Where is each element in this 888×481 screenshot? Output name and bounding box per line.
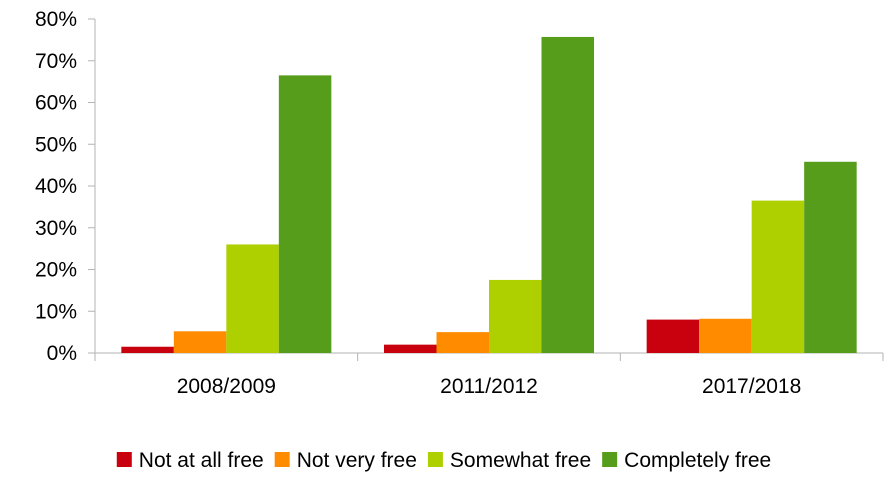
legend-label: Completely free: [624, 449, 771, 472]
y-tick-label: 60%: [35, 92, 77, 115]
bar: [173, 331, 227, 353]
bar: [436, 332, 489, 353]
legend-label: Not at all free: [139, 449, 264, 472]
bar: [121, 346, 174, 353]
legend-item: Completely free: [602, 449, 771, 472]
y-tick-label: 20%: [35, 259, 77, 282]
y-tick-label: 0%: [47, 342, 77, 365]
y-tick-label: 70%: [35, 50, 77, 73]
legend-item: Not at all free: [116, 449, 264, 472]
y-tick-label: 50%: [35, 133, 77, 156]
bar: [699, 318, 752, 353]
bar: [384, 344, 437, 353]
bar: [541, 36, 594, 353]
y-axis: 0% 10% 20% 30% 40% 50% 60% 70% 80%: [35, 8, 96, 365]
legend-item: Not very free: [274, 449, 417, 472]
y-tick-label: 40%: [35, 175, 77, 198]
legend-swatch: [116, 452, 132, 467]
legend-swatch: [602, 452, 618, 467]
y-tick-label: 30%: [35, 217, 77, 240]
legend: Not at all free Not very free Somewhat fre…: [116, 449, 771, 472]
legend-label: Not very free: [297, 449, 417, 472]
x-tick-label: 2017/2018: [702, 375, 801, 398]
bar: [489, 279, 542, 353]
x-tick-label: 2011/2012: [440, 375, 538, 398]
y-tick-label: 80%: [35, 8, 77, 31]
y-tick-label: 10%: [35, 300, 77, 323]
legend-item: Somewhat free: [427, 449, 591, 472]
bar: [226, 244, 279, 353]
legend-swatch: [274, 452, 290, 467]
bar: [804, 161, 857, 353]
bar: [646, 319, 700, 353]
legend-label: Somewhat free: [450, 449, 591, 472]
bar: [278, 75, 332, 354]
bar: [751, 200, 805, 353]
legend-swatch: [427, 452, 443, 467]
x-tick-label: 2008/2009: [177, 375, 276, 398]
x-axis: 2008/2009 2011/2012 2017/2018: [94, 352, 884, 398]
bars: [121, 36, 857, 354]
